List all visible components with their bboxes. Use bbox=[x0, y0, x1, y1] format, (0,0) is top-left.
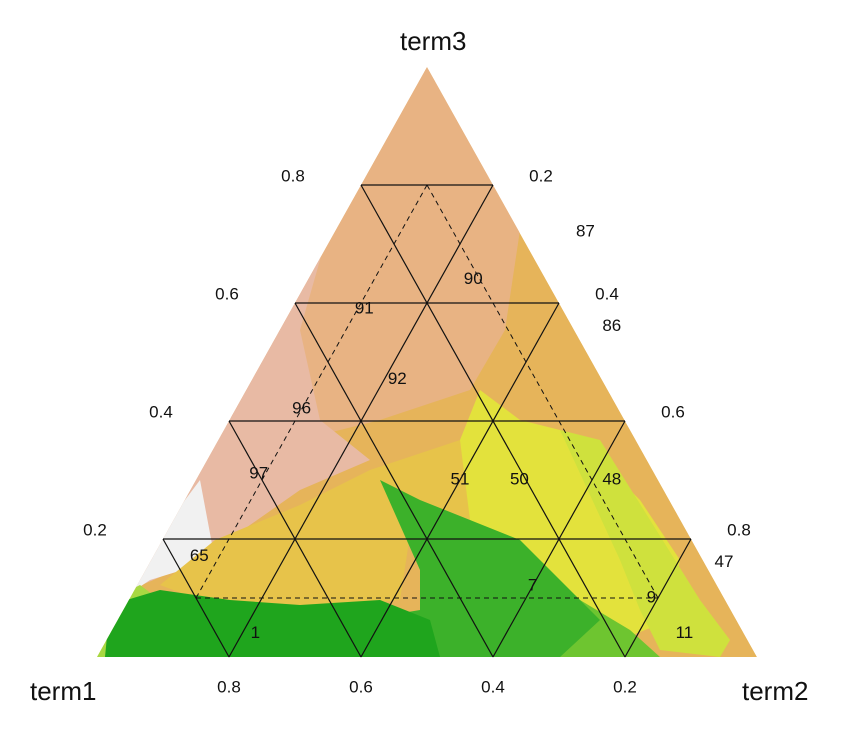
corner-label-bottom-right: term2 bbox=[742, 676, 808, 706]
point-label: 7 bbox=[528, 576, 537, 595]
point-label: 86 bbox=[602, 316, 621, 335]
point-label: 1 bbox=[251, 623, 260, 642]
point-label: 92 bbox=[388, 369, 407, 388]
point-label: 9 bbox=[647, 587, 656, 606]
contour-regions bbox=[97, 67, 757, 657]
tick-label-bottom: 0.6 bbox=[349, 677, 373, 696]
tick-label-right: 0.4 bbox=[595, 284, 619, 303]
region-orange-mid bbox=[160, 440, 480, 610]
point-label: 51 bbox=[451, 469, 470, 488]
tick-label-left: 0.4 bbox=[149, 402, 173, 421]
point-label: 65 bbox=[190, 546, 209, 565]
corner-label-top: term3 bbox=[400, 26, 466, 56]
tick-label-left: 0.2 bbox=[83, 520, 107, 539]
point-label: 48 bbox=[602, 469, 621, 488]
dashed-guides bbox=[195, 184, 659, 599]
point-label: 11 bbox=[676, 623, 694, 642]
tick-label-bottom: 0.8 bbox=[217, 677, 241, 696]
point-label: 91 bbox=[355, 298, 374, 317]
tick-label-bottom: 0.2 bbox=[613, 677, 637, 696]
region-yellowgreen bbox=[560, 430, 730, 657]
tick-label-right: 0.8 bbox=[727, 520, 751, 539]
point-label: 97 bbox=[249, 464, 268, 483]
grid-line-term1 bbox=[228, 420, 362, 658]
point-label: 47 bbox=[715, 552, 734, 571]
tick-labels: 0.8 0.6 0.4 0.2 0.2 0.4 0.6 0.8 0.2 0.4 0.6 0.8 bbox=[83, 166, 751, 696]
tick-label-right: 0.6 bbox=[661, 402, 685, 421]
region-green bbox=[300, 480, 600, 657]
point-label: 90 bbox=[464, 269, 483, 288]
dashed-line-left bbox=[195, 184, 428, 599]
tick-label-left: 0.8 bbox=[281, 166, 305, 185]
point-label: 87 bbox=[576, 222, 595, 241]
tick-label-right: 0.2 bbox=[529, 166, 553, 185]
corner-label-bottom-left: term1 bbox=[30, 676, 96, 706]
point-label: 50 bbox=[510, 469, 529, 488]
tick-label-bottom: 0.4 bbox=[481, 677, 505, 696]
grid-line-term2 bbox=[492, 420, 626, 658]
region-darkgreen bbox=[105, 590, 440, 657]
point-label: 96 bbox=[292, 399, 311, 418]
tick-label-left: 0.6 bbox=[215, 284, 239, 303]
dashed-line-right bbox=[426, 184, 659, 599]
region-yellow bbox=[460, 390, 680, 640]
